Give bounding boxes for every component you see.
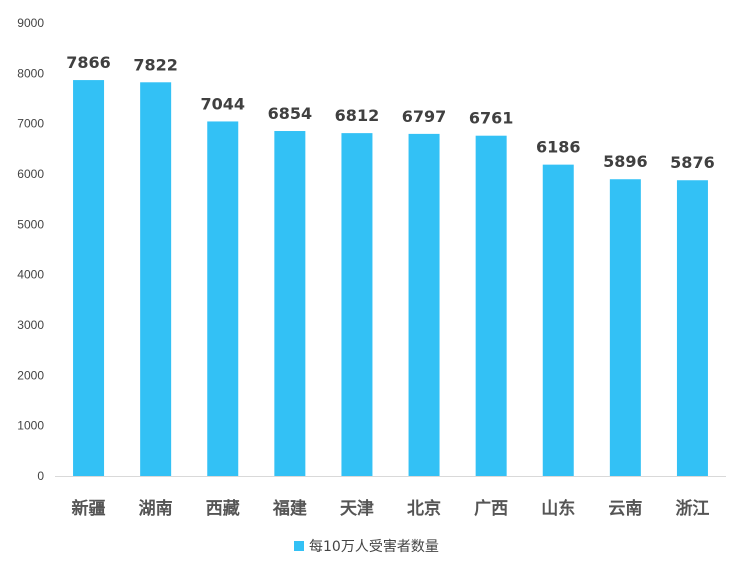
y-tick-label: 9000	[17, 16, 44, 30]
bar[interactable]	[274, 131, 306, 477]
y-tick-label: 5000	[17, 217, 44, 231]
x-tick-label: 新疆	[72, 498, 106, 519]
data-label: 6797	[402, 107, 447, 126]
y-tick-label: 7000	[17, 117, 44, 131]
legend[interactable]: 每10万人受害者数量	[294, 539, 439, 555]
bar[interactable]	[207, 121, 239, 477]
x-tick-label: 广西	[474, 498, 508, 519]
x-tick-label: 浙江	[675, 498, 709, 519]
bar[interactable]	[408, 133, 440, 476]
x-tick-label: 福建	[272, 498, 307, 519]
x-tick-label: 天津	[340, 498, 374, 519]
y-axis: 0 1000 2000 3000 4000 5000 6000 7000 8000 9000	[17, 16, 44, 483]
legend-swatch	[294, 541, 304, 551]
bar[interactable]	[542, 164, 574, 476]
y-tick-label: 0	[37, 469, 44, 483]
x-tick-label: 西藏	[206, 499, 240, 519]
y-tick-label: 2000	[17, 368, 44, 382]
x-tick-label: 云南	[608, 498, 642, 519]
y-tick-label: 8000	[17, 66, 44, 80]
data-label: 6854	[268, 104, 313, 123]
data-label: 7822	[133, 55, 178, 74]
bars-group	[73, 80, 708, 477]
x-tick-label: 山东	[541, 498, 575, 519]
y-tick-label: 6000	[17, 167, 44, 181]
x-tick-label: 北京	[407, 498, 441, 519]
data-label: 5876	[670, 153, 715, 172]
bar[interactable]	[73, 80, 105, 476]
data-label: 6812	[335, 106, 380, 125]
data-label: 6186	[536, 138, 581, 157]
bar[interactable]	[676, 180, 708, 476]
data-label: 7044	[200, 94, 245, 113]
bar[interactable]	[140, 82, 172, 476]
x-axis: 新疆 湖南 西藏 福建 天津 北京 广西 山东 云南 浙江	[72, 498, 710, 519]
legend-label: 每10万人受害者数量	[309, 539, 439, 555]
y-tick-label: 4000	[17, 268, 44, 282]
bar[interactable]	[341, 133, 373, 476]
data-label: 5896	[603, 152, 648, 171]
y-tick-label: 1000	[17, 419, 44, 433]
data-labels-group: 7866 7822 7044 6854 6812 6797 6761 6186 5896 5876	[66, 53, 714, 172]
bar[interactable]	[609, 179, 641, 476]
x-tick-label: 湖南	[139, 498, 173, 519]
y-tick-label: 3000	[17, 318, 44, 332]
data-label: 7866	[66, 53, 111, 72]
data-label: 6761	[469, 109, 514, 128]
bar[interactable]	[475, 135, 507, 476]
